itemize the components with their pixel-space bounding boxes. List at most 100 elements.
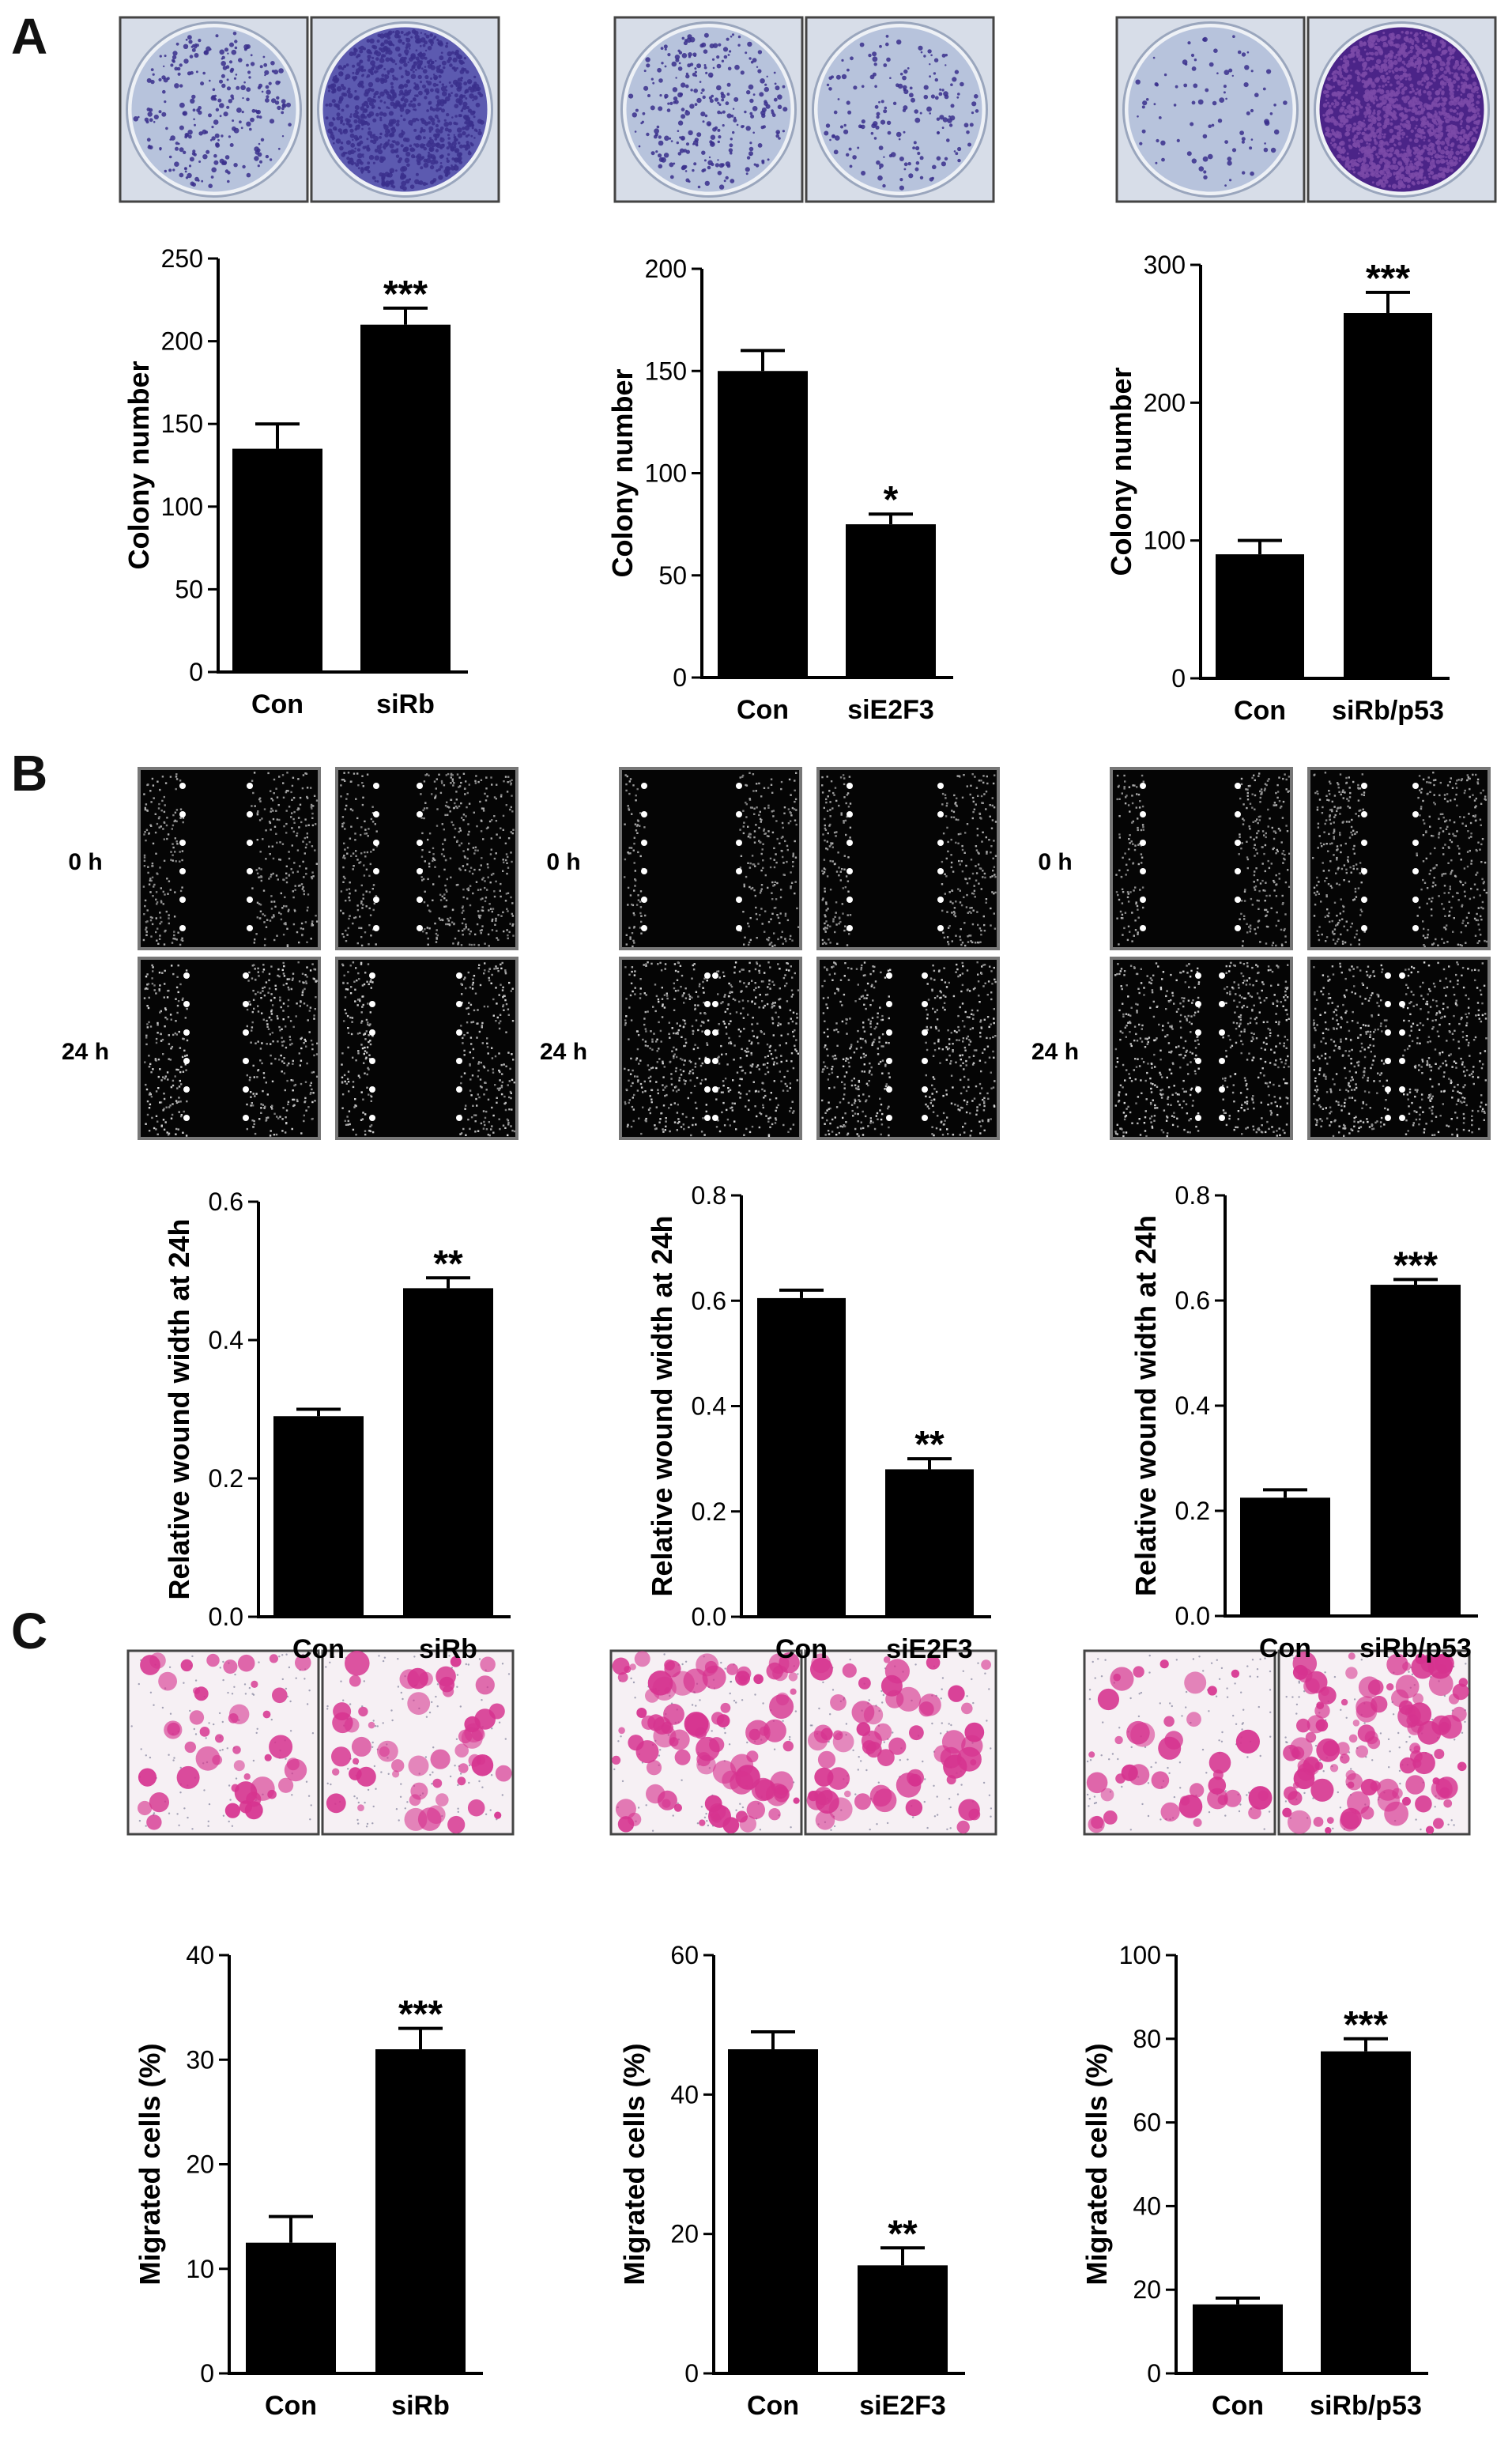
significance-label: *** [383,274,428,315]
time-point-label: 24 h [540,1039,587,1065]
bar-sirb-p53 [1371,1285,1461,1616]
chart-a-2: 0 100 200 300 Colony number Con siRb/p53 *** [1105,251,1450,726]
x-category-label: Con [1259,1633,1311,1663]
y-tick-label: 0 [189,658,203,686]
bar-sirb-p53 [1344,313,1432,678]
bar-con [232,448,322,672]
transwell-image [609,1649,803,1836]
y-tick-label: 100 [1119,1941,1161,1969]
chart-b-4: 0.0 0.2 0.4 0.6 0.8 Relative wound width at 2… [646,1181,991,1664]
y-tick-label: 0.4 [209,1326,243,1354]
colony-dish-image [613,16,804,203]
y-axis-title: Migrated cells (%) [1080,2043,1113,2285]
bar-sie2f3 [846,524,936,678]
x-category-label: siRb/p53 [1332,696,1444,726]
significance-label: *** [1366,258,1410,300]
bar-con [1240,1497,1330,1616]
colony-dish-image [119,16,309,203]
transwell-image [126,1649,320,1836]
colony-dish-image [1115,16,1306,203]
y-tick-label: 0.2 [692,1497,726,1526]
x-category-label: Con [251,689,304,719]
y-axis-title: Colony number [1105,367,1137,576]
significance-label: ** [914,1424,945,1466]
y-tick-label: 40 [1133,2192,1161,2220]
x-category-label: Con [1212,2391,1264,2421]
x-category-label: siRb [419,1634,477,1664]
y-tick-label: 0.6 [1175,1286,1210,1315]
y-tick-label: 0.0 [209,1603,243,1631]
x-category-label: siRb/p53 [1359,1633,1472,1663]
y-tick-label: 80 [1133,2025,1161,2053]
bar-sie2f3 [885,1469,974,1617]
panel-label-c: C [11,1603,47,1659]
y-tick-label: 0 [684,2359,699,2388]
chart-c-8: 0 20 40 60 80 100 Migrated cells (%) Con siRb/p5… [1080,1941,1428,2421]
y-tick-label: 0.0 [692,1603,726,1631]
scratch-wound-image [1110,957,1293,1140]
significance-label: *** [398,1994,443,2036]
scratch-wound-image [1307,767,1491,950]
bar-con [728,2049,818,2373]
significance-label: ** [888,2213,918,2255]
y-tick-label: 250 [161,244,203,273]
colony-dish-image [310,16,500,203]
x-category-label: Con [737,695,789,725]
y-tick-label: 0.0 [1175,1602,1210,1630]
y-axis-title: Relative wound width at 24h [1129,1215,1162,1596]
bar-con [757,1297,846,1617]
y-tick-label: 200 [1144,388,1186,417]
x-category-label: siRb [376,689,435,719]
x-category-label: Con [265,2391,317,2421]
transwell-image [321,1649,515,1836]
y-tick-label: 150 [645,357,687,385]
bar-con [1216,554,1304,678]
bar-sirb-p53 [1321,2051,1411,2373]
time-point-label: 0 h [1038,849,1072,875]
x-category-label: Con [775,1634,828,1664]
bar-sirb [360,324,451,672]
bar-con [1193,2304,1283,2373]
bar-sirb [375,2049,466,2373]
scratch-wound-image [816,957,1000,1140]
scratch-wound-image [619,957,802,1140]
y-tick-label: 0.2 [209,1464,243,1493]
significance-label: *** [1344,2004,1388,2046]
y-tick-label: 100 [1144,527,1186,555]
y-tick-label: 150 [161,410,203,438]
y-tick-label: 0.8 [1175,1181,1210,1210]
scratch-wound-image [335,767,518,950]
panel-label-a: A [11,8,47,65]
y-tick-label: 20 [186,2150,214,2179]
micrograph-images: 0 h 24 h 0 h 24 h 0 h 24 h [62,16,1497,1836]
chart-c-7: 0 20 40 60 Migrated cells (%) Con siE2F3 ** [618,1941,965,2421]
time-point-label: 0 h [546,849,580,875]
y-tick-label: 0.2 [1175,1497,1210,1525]
y-tick-label: 40 [670,2080,699,2109]
significance-label: *** [1393,1244,1438,1286]
y-axis-title: Relative wound width at 24h [163,1218,195,1599]
x-category-label: siE2F3 [847,695,934,725]
x-category-label: Con [292,1634,345,1664]
colony-dish-image [805,16,995,203]
scratch-wound-image [619,767,802,950]
y-tick-label: 100 [645,459,687,488]
scratch-wound-image [816,767,1000,950]
x-category-label: siE2F3 [886,1634,973,1664]
y-tick-label: 0 [673,663,687,692]
chart-a-0: 0 50 100 150 200 250 Colony number Con siRb *** [123,244,468,719]
y-tick-label: 0 [200,2359,214,2388]
chart-b-5: 0.0 0.2 0.4 0.6 0.8 Relative wound width at 2… [1129,1181,1478,1663]
x-category-label: siRb/p53 [1310,2391,1422,2421]
bar-sie2f3 [858,2265,948,2373]
bar-con [246,2242,336,2373]
chart-b-3: 0.0 0.2 0.4 0.6 Relative wound width at 24h C… [163,1187,511,1664]
y-tick-label: 50 [175,575,203,603]
x-category-label: siE2F3 [859,2391,946,2421]
y-tick-label: 0.4 [692,1392,726,1421]
scratch-wound-image [335,957,518,1140]
y-tick-label: 40 [186,1941,214,1969]
transwell-image [804,1649,997,1836]
